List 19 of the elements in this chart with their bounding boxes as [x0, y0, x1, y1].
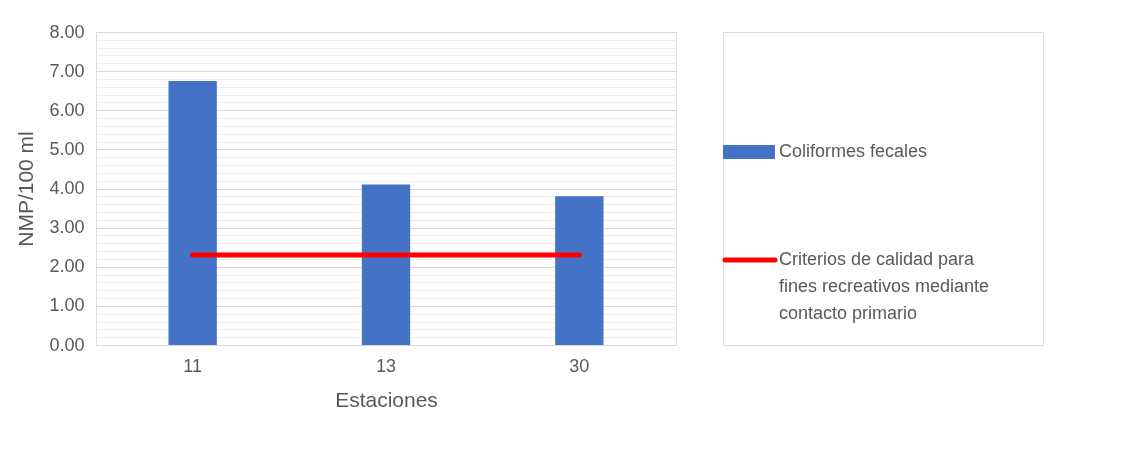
bar: [361, 184, 411, 345]
bar: [555, 196, 604, 345]
y-tick-label: 0.00: [49, 334, 85, 355]
y-tick-label: 7.00: [49, 60, 85, 81]
y-tick-label: 3.00: [49, 217, 85, 238]
y-tick-label: 6.00: [49, 99, 85, 120]
y-tick-label: 5.00: [49, 138, 85, 159]
y-axis-title: NMP/100 ml: [14, 131, 38, 247]
y-tick-label: 1.00: [49, 295, 85, 316]
x-tick-label: 13: [375, 355, 397, 376]
y-tick-label: 4.00: [49, 178, 85, 198]
x-axis-title: Estaciones: [335, 387, 438, 411]
bar: [168, 80, 217, 345]
legend-label: Criterios de calidad para fines recreativos mediante contacto primario: [779, 249, 990, 323]
legend-label: Coliformes fecales: [779, 141, 928, 161]
y-tick-label: 8.00: [49, 21, 85, 42]
x-tick-label: 11: [183, 355, 203, 376]
y-tick-label: 2.00: [49, 256, 85, 277]
x-tick-label: 30: [569, 355, 590, 376]
